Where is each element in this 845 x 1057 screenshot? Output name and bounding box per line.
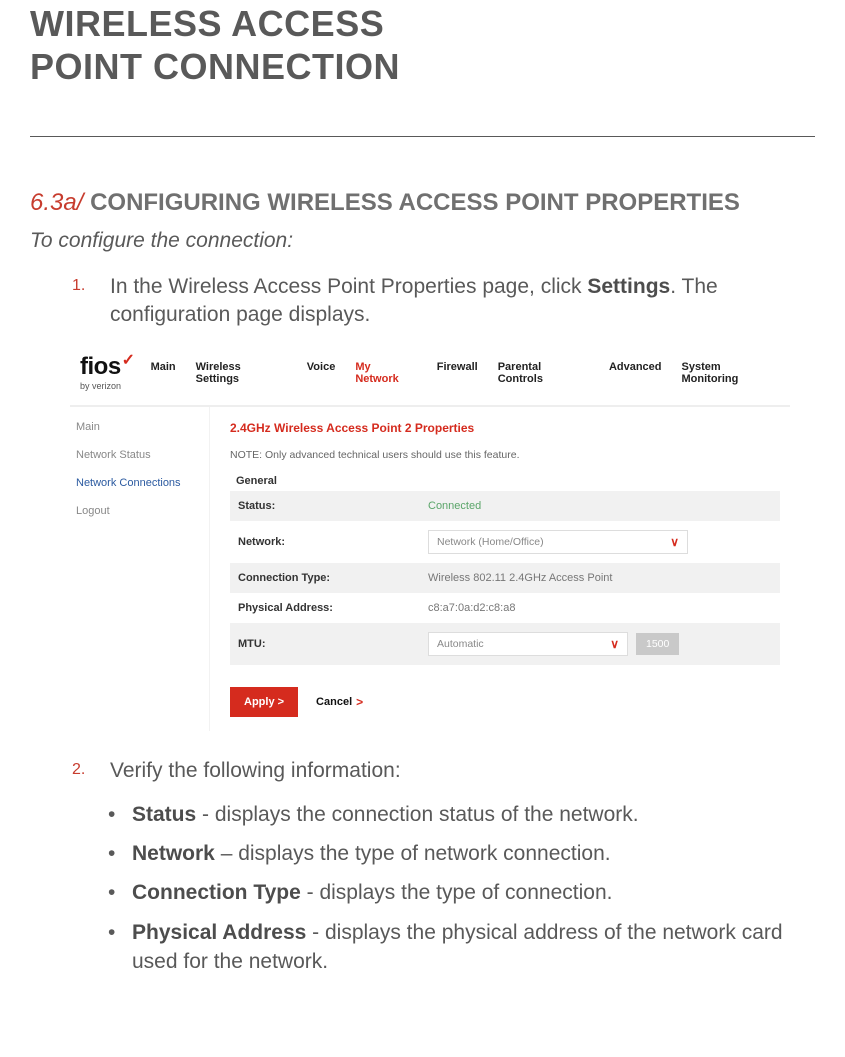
screenshot-sidebar: Main Network Status Network Connections … [70,407,210,731]
button-row: Apply > Cancel > [230,687,780,717]
cancel-button-label: Cancel [316,696,352,708]
row-network: Network: Network (Home/Office) ∨ [230,521,780,563]
side-network-status[interactable]: Network Status [76,449,209,461]
row-mtu: MTU: Automatic ∨ 1500 [230,623,780,665]
top-nav: Main Wireless Settings Voice My Network … [151,361,780,385]
apply-button-label: Apply [244,696,275,708]
router-ui-screenshot: fios✓ by verizon Main Wireless Settings … [70,347,790,731]
section-number: 6.3a/ [30,189,83,216]
step-1-number: 1. [72,275,85,297]
section-intro: To configure the connection: [30,229,815,253]
connection-type-label: Connection Type: [238,572,428,584]
bullet-status-rest: - displays the connection status of the … [196,803,638,826]
network-select[interactable]: Network (Home/Office) ∨ [428,530,688,554]
logo-subtext: by verizon [80,381,121,391]
chevron-right-icon: > [356,695,363,709]
network-select-value: Network (Home/Office) [437,536,544,548]
nav-my-network[interactable]: My Network [355,361,416,385]
nav-voice[interactable]: Voice [307,361,336,385]
nav-parental-controls[interactable]: Parental Controls [498,361,589,385]
step-2-number: 2. [72,759,85,781]
bullet-connection-type: Connection Type - displays the type of c… [132,878,815,907]
nav-wireless-settings[interactable]: Wireless Settings [196,361,287,385]
bullet-conntype-bold: Connection Type [132,881,301,904]
bullet-physical-address: Physical Address - displays the physical… [132,918,815,977]
apply-button[interactable]: Apply > [230,687,298,717]
step-2: 2. Verify the following information: [110,757,815,785]
status-value: Connected [428,500,772,512]
network-label: Network: [238,536,428,548]
horizontal-rule [30,136,815,137]
chevron-down-icon: ∨ [610,637,619,651]
connection-type-value: Wireless 802.11 2.4GHz Access Point [428,572,772,584]
mtu-select-value: Automatic [437,638,484,650]
general-label: General [230,471,780,491]
physical-address-label: Physical Address: [238,602,428,614]
logo-check-icon: ✓ [122,353,135,369]
step-1: 1. In the Wireless Access Point Properti… [110,273,815,330]
bullet-network-bold: Network [132,842,215,865]
section-heading: 6.3a/ CONFIGURING WIRELESS ACCESS POINT … [30,187,815,218]
mtu-label: MTU: [238,638,428,650]
bullet-network: Network – displays the type of network c… [132,839,815,868]
side-main[interactable]: Main [76,421,209,433]
status-label: Status: [238,500,428,512]
panel-title: 2.4GHz Wireless Access Point 2 Propertie… [230,421,780,435]
bullet-network-rest: – displays the type of network connectio… [215,842,611,865]
step-1-bold: Settings [587,275,670,298]
chevron-down-icon: ∨ [670,535,679,549]
panel-note: NOTE: Only advanced technical users shou… [230,449,780,461]
row-physical-address: Physical Address: c8:a7:0a:d2:c8:a8 [230,593,780,623]
section-heading-text: CONFIGURING WIRELESS ACCESS POINT PROPER… [90,189,740,216]
side-logout[interactable]: Logout [76,505,209,517]
row-status: Status: Connected [230,491,780,521]
bullet-phys-bold: Physical Address [132,921,306,944]
nav-advanced[interactable]: Advanced [609,361,662,385]
page-title-line2: POINT CONNECTION [30,46,400,87]
fios-logo: fios✓ by verizon [80,355,135,391]
screenshot-topbar: fios✓ by verizon Main Wireless Settings … [70,347,790,407]
step-1-text-a: In the Wireless Access Point Properties … [110,275,587,298]
cancel-button[interactable]: Cancel > [316,695,363,709]
nav-main[interactable]: Main [151,361,176,385]
screenshot-body: Main Network Status Network Connections … [70,407,790,731]
bullet-conntype-rest: - displays the type of connection. [301,881,613,904]
logo-text: fios [80,355,121,379]
bullet-status: Status - displays the connection status … [132,800,815,829]
row-connection-type: Connection Type: Wireless 802.11 2.4GHz … [230,563,780,593]
mtu-select[interactable]: Automatic ∨ [428,632,628,656]
step-2-text: Verify the following information: [110,759,401,782]
screenshot-main-panel: 2.4GHz Wireless Access Point 2 Propertie… [210,407,790,731]
physical-address-value: c8:a7:0a:d2:c8:a8 [428,602,772,614]
side-network-connections[interactable]: Network Connections [76,477,209,489]
mtu-value-box: 1500 [636,633,679,655]
nav-system-monitoring[interactable]: System Monitoring [682,361,781,385]
page-title-line1: WIRELESS ACCESS [30,3,384,44]
nav-firewall[interactable]: Firewall [437,361,478,385]
bullet-status-bold: Status [132,803,196,826]
page-title: WIRELESS ACCESS POINT CONNECTION [30,0,815,88]
